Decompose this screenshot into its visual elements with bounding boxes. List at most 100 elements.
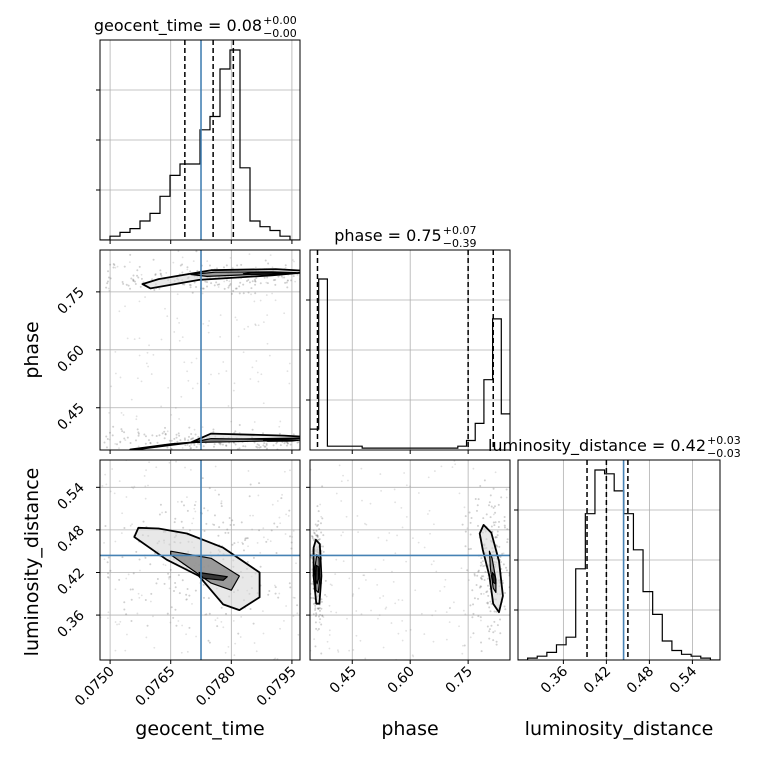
sample-point [158, 434, 161, 437]
sample-point [433, 523, 435, 526]
sample-point [42, 443, 44, 445]
sample-point [180, 520, 183, 523]
sample-point [35, 432, 37, 434]
sample-point [289, 535, 292, 538]
sample-point [434, 610, 437, 612]
sample-point [253, 278, 256, 281]
sample-point [85, 604, 87, 606]
sample-point [220, 500, 223, 503]
sample-point [144, 556, 147, 559]
sample-point [317, 607, 320, 610]
sample-point [417, 541, 420, 544]
sample-point [379, 597, 381, 599]
sample-point [192, 260, 195, 263]
sample-point [158, 513, 161, 516]
sample-point [490, 525, 493, 528]
sample-point [498, 520, 501, 523]
sample-point [192, 437, 195, 440]
sample-point [191, 602, 193, 605]
sample-point [480, 641, 483, 644]
sample-point [493, 610, 496, 613]
sample-point [347, 479, 349, 482]
sample-point [167, 572, 170, 575]
sample-point [284, 281, 287, 284]
panel-grid [100, 250, 300, 450]
sample-point [461, 652, 464, 655]
sample-point [176, 317, 179, 320]
sample-point [318, 606, 321, 609]
sample-point [388, 532, 391, 534]
sample-point [181, 447, 184, 449]
sample-point [318, 528, 321, 531]
sample-point [75, 448, 77, 450]
title-lower-error: −0.03 [707, 447, 741, 460]
sample-point [380, 489, 383, 492]
sample-point [130, 598, 133, 601]
sample-point [316, 505, 319, 508]
sample-point [285, 441, 288, 444]
sample-point [112, 425, 115, 428]
sample-point [140, 277, 143, 280]
sample-point [492, 631, 495, 634]
sample-point [87, 438, 89, 440]
sample-point [320, 288, 322, 290]
sample-point [186, 650, 189, 653]
sample-point [218, 283, 221, 286]
sample-point [136, 612, 139, 615]
sample-point [121, 280, 124, 283]
sample-point [292, 615, 295, 617]
sample-point [400, 506, 403, 509]
sample-point [495, 643, 498, 646]
sample-point [289, 443, 292, 446]
sample-point [152, 258, 155, 261]
sample-point [195, 285, 198, 288]
sample-point [159, 503, 162, 506]
sample-point [392, 581, 395, 583]
x-tick-label: 0.75 [443, 664, 476, 697]
sample-point [499, 618, 502, 621]
sample-point [224, 531, 227, 534]
sample-point [476, 574, 479, 577]
sample-point [254, 266, 257, 269]
sample-point [202, 583, 205, 586]
sample-point [103, 541, 105, 544]
sample-point [116, 265, 119, 268]
x-tick-label: 0.42 [581, 664, 614, 697]
sample-point [280, 275, 283, 278]
sample-point [210, 282, 213, 285]
sample-point [160, 405, 163, 408]
sample-point [292, 433, 295, 436]
sample-point [129, 441, 132, 444]
sample-point [291, 536, 293, 538]
sample-point [286, 279, 289, 282]
sample-point [445, 638, 448, 641]
sample-point [122, 414, 125, 416]
sample-point [137, 431, 140, 434]
sample-point [129, 524, 132, 527]
scatter-luminosity_distance_vs_geocent_time [85, 460, 300, 660]
sample-point [469, 521, 472, 524]
sample-point [267, 262, 270, 265]
sample-point [115, 443, 118, 446]
sample-point [174, 586, 177, 589]
sample-point [496, 545, 499, 548]
sample-point [174, 582, 177, 585]
sample-point [315, 612, 318, 615]
sample-point [178, 339, 181, 342]
sample-point [196, 382, 199, 385]
sample-point [247, 325, 249, 328]
sample-point [88, 285, 90, 287]
sample-point [292, 530, 295, 532]
sample-point [461, 523, 464, 526]
sample-point [361, 499, 363, 502]
sample-point [405, 629, 408, 632]
sample-point [231, 543, 234, 546]
sample-point [484, 564, 487, 567]
scatter-luminosity_distance_vs_phase [310, 460, 510, 660]
sample-point [215, 281, 218, 284]
sample-point [168, 461, 171, 464]
sample-point [259, 565, 262, 568]
sample-point [480, 650, 483, 653]
sample-point [186, 509, 189, 512]
